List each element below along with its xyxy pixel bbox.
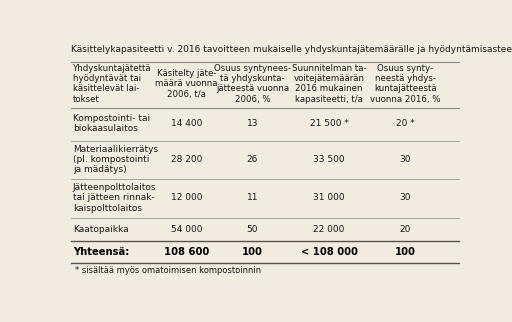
Text: < 108 000: < 108 000 [301, 247, 357, 257]
Text: 31 000: 31 000 [313, 194, 345, 203]
Text: * sisältää myös omatoimisen kompostoinnin: * sisältää myös omatoimisen kompostoinni… [75, 266, 261, 275]
Text: Kaatopaikka: Kaatopaikka [73, 225, 129, 234]
Text: 13: 13 [247, 119, 258, 128]
Text: 21 500 *: 21 500 * [310, 119, 348, 128]
Text: 20 *: 20 * [396, 119, 415, 128]
Text: Materiaalikierrätys
(pl. kompostointi
ja mädätys): Materiaalikierrätys (pl. kompostointi ja… [73, 145, 158, 175]
Text: Yhteensä:: Yhteensä: [73, 247, 129, 257]
Text: 20: 20 [400, 225, 411, 234]
Text: 14 400: 14 400 [171, 119, 202, 128]
Text: 26: 26 [247, 155, 258, 164]
Text: Osuus synty-
neestä yhdys-
kuntajätteestä
vuonna 2016, %: Osuus synty- neestä yhdys- kuntajätteest… [370, 64, 441, 104]
Text: 30: 30 [400, 194, 411, 203]
Text: 30: 30 [400, 155, 411, 164]
Text: Yhdyskuntajätettä
hyödyntävät tai
käsittelevät lai-
tokset: Yhdyskuntajätettä hyödyntävät tai käsitt… [73, 64, 152, 104]
Text: 50: 50 [247, 225, 258, 234]
Text: 22 000: 22 000 [313, 225, 345, 234]
Text: 54 000: 54 000 [170, 225, 202, 234]
Text: 12 000: 12 000 [170, 194, 202, 203]
Text: Kompostointi- tai
biokaasulaitos: Kompostointi- tai biokaasulaitos [73, 114, 150, 133]
Text: 33 500: 33 500 [313, 155, 345, 164]
Text: Suunnitelman ta-
voitejätemäärän
2016 mukainen
kapasiteetti, t/a: Suunnitelman ta- voitejätemäärän 2016 mu… [292, 64, 366, 104]
Text: Käsitelty jäte-
määrä vuonna
2006, t/a: Käsitelty jäte- määrä vuonna 2006, t/a [155, 69, 218, 99]
Text: Käsittelykapasiteetti v. 2016 tavoitteen mukaiselle yhdyskuntajätemäärälle ja hy: Käsittelykapasiteetti v. 2016 tavoitteen… [71, 45, 512, 54]
Text: 108 600: 108 600 [164, 247, 209, 257]
Text: Osuus syntynees-
tä yhdyskunta-
jätteestä vuonna
2006, %: Osuus syntynees- tä yhdyskunta- jätteest… [214, 64, 291, 104]
Text: 28 200: 28 200 [171, 155, 202, 164]
Text: 100: 100 [395, 247, 416, 257]
Text: 11: 11 [247, 194, 258, 203]
Text: Jätteenpolttolaitos
tai jätteen rinnak-
kaispolttolaitos: Jätteenpolttolaitos tai jätteen rinnak- … [73, 183, 156, 213]
Text: 100: 100 [242, 247, 263, 257]
